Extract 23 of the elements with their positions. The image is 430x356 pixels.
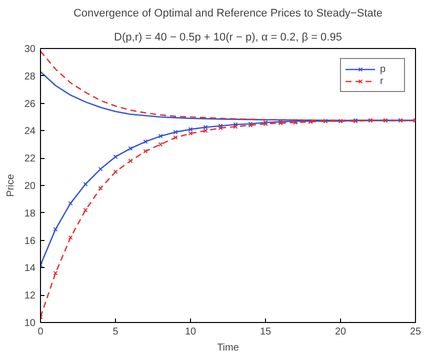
chart-title: Convergence of Optimal and Reference Prices to Steady−State — [73, 8, 383, 20]
legend-label: p — [380, 63, 387, 75]
y-axis-title: Price — [5, 174, 16, 197]
y-tick-label: 10 — [24, 318, 36, 329]
x-tick-label: 10 — [184, 326, 196, 338]
legend-label: r — [380, 75, 384, 87]
y-tick-label: 12 — [24, 290, 36, 302]
x-tick-label: 15 — [260, 326, 272, 338]
chart-subtitle: D(p,r) = 40 − 0.5p + 10(r − p), α = 0.2, β = 0.95 — [114, 32, 342, 44]
x-tick-label: 5 — [112, 326, 119, 338]
y-tick-label: 18 — [24, 208, 36, 220]
x-tick-label: 0 — [38, 326, 44, 338]
y-tick-label: 28 — [24, 71, 36, 82]
x-axis-title: Time — [217, 342, 240, 354]
y-tick-label: 20 — [24, 181, 36, 192]
y-tick-label: 24 — [24, 126, 36, 138]
y-tick-label: 30 — [24, 44, 36, 55]
x-tick-label: 25 — [410, 326, 422, 338]
y-tick-label: 22 — [24, 154, 36, 165]
y-tick-label: 14 — [24, 263, 36, 274]
x-tick-label: 20 — [334, 326, 346, 338]
y-tick-label: 16 — [24, 236, 36, 247]
y-tick-label: 26 — [24, 98, 36, 110]
